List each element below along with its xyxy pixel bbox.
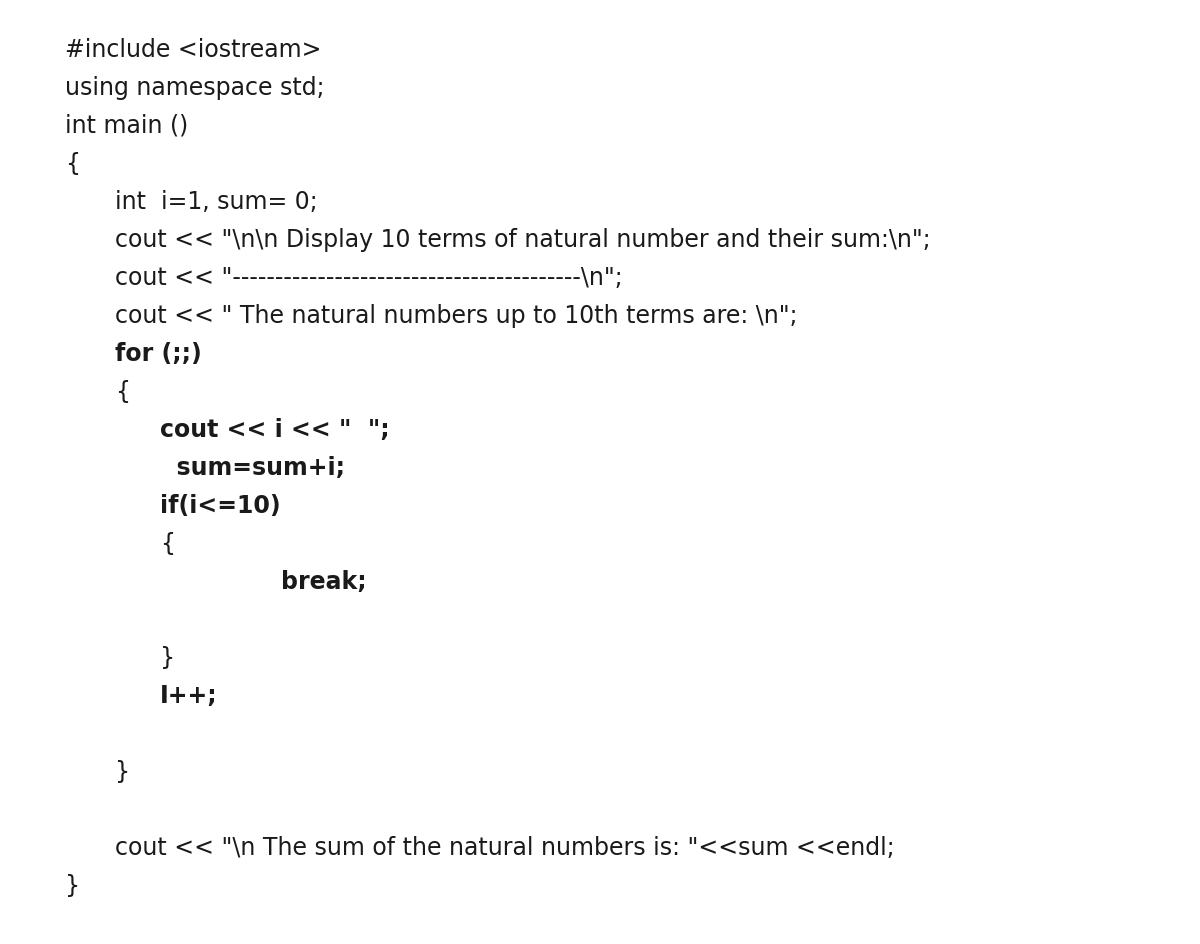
Text: cout << " The natural numbers up to 10th terms are: \n";: cout << " The natural numbers up to 10th…	[115, 304, 798, 328]
Text: {: {	[160, 531, 175, 555]
Text: int main (): int main ()	[65, 114, 188, 138]
Text: for (;;): for (;;)	[115, 342, 202, 365]
Text: }: }	[160, 646, 175, 669]
Text: }: }	[115, 759, 130, 784]
Text: break;: break;	[215, 569, 367, 594]
Text: #include <iostream>: #include <iostream>	[65, 38, 322, 62]
Text: cout << "\n The sum of the natural numbers is: "<<sum <<endl;: cout << "\n The sum of the natural numbe…	[115, 835, 895, 859]
Text: cout << "-----------------------------------------\n";: cout << "-------------------------------…	[115, 265, 623, 290]
Text: int  i=1, sum= 0;: int i=1, sum= 0;	[115, 190, 318, 213]
Text: cout << "\n\n Display 10 terms of natural number and their sum:\n";: cout << "\n\n Display 10 terms of natura…	[115, 228, 931, 252]
Text: sum=sum+i;: sum=sum+i;	[160, 456, 346, 480]
Text: using namespace std;: using namespace std;	[65, 76, 324, 100]
Text: {: {	[65, 152, 80, 176]
Text: cout << i << "  ";: cout << i << " ";	[160, 417, 390, 442]
Text: {: {	[115, 379, 130, 404]
Text: if(i<=10): if(i<=10)	[160, 494, 281, 517]
Text: }: }	[65, 873, 80, 897]
Text: I++;: I++;	[160, 683, 217, 707]
